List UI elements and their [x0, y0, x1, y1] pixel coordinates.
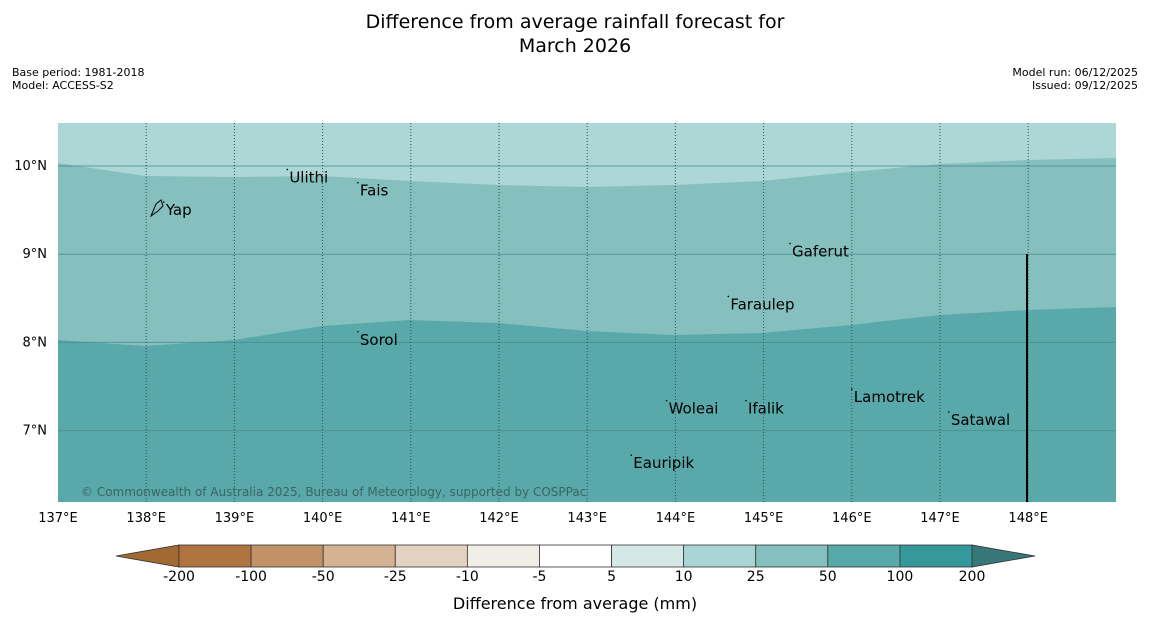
island-dot	[948, 411, 950, 413]
colorbar-segment	[466, 544, 540, 568]
lon-tick-label: 140°E	[303, 511, 343, 526]
issued-text: Issued: 09/12/2025	[1031, 79, 1138, 92]
lon-tick-label: 139°E	[215, 511, 255, 526]
island-dot	[630, 454, 633, 457]
colorbar-segment	[899, 544, 973, 568]
colorbar-segment	[755, 544, 829, 568]
chart-title-line1: Difference from average rainfall forecas…	[365, 11, 785, 33]
base-period-text: Base period: 1981-2018	[12, 66, 145, 79]
colorbar-extend-high	[971, 544, 1036, 568]
colorbar-segment	[827, 544, 901, 568]
island-label: Lamotrek	[854, 388, 925, 406]
copyright-text: © Commonwealth of Australia 2025, Bureau…	[81, 485, 586, 499]
colorbar-segment	[178, 544, 252, 568]
lon-tick-label: 142°E	[479, 511, 519, 526]
island-label: Yap	[165, 201, 192, 219]
colorbar-segment	[611, 544, 685, 568]
lat-tick-label: 7°N	[23, 424, 48, 439]
model-run-text: Model run: 06/12/2025	[1012, 66, 1138, 79]
lon-tick-label: 148°E	[1008, 511, 1048, 526]
yap-island-shape	[149, 199, 164, 218]
colorbar-title: Difference from average (mm)	[452, 594, 698, 613]
model-text: Model: ACCESS-S2	[12, 79, 114, 92]
island-dot	[357, 330, 359, 333]
island-dot	[665, 399, 668, 402]
island-label: Gaferut	[792, 243, 849, 261]
island-label: Ulithi	[289, 168, 328, 186]
colorbar-tick-label: -50	[311, 569, 335, 585]
island-dot	[789, 242, 791, 245]
colorbar-tick-label: 200	[958, 569, 986, 585]
island-dot	[851, 388, 853, 390]
lon-tick-label: 144°E	[656, 511, 696, 526]
island-label: Woleai	[669, 400, 719, 418]
lon-tick-label: 147°E	[920, 511, 960, 526]
colorbar-tick-label: 5	[607, 569, 616, 585]
lon-tick-label: 138°E	[126, 511, 166, 526]
colorbar-tick-label: 25	[746, 569, 765, 585]
island-dot	[163, 201, 165, 203]
colorbar-segment	[683, 544, 757, 568]
island-label: Fais	[360, 182, 389, 200]
lon-tick-label: 146°E	[832, 511, 872, 526]
chart-title-line2: March 2026	[518, 35, 632, 57]
lat-tick-label: 9°N	[23, 247, 48, 262]
island-label: Sorol	[360, 331, 398, 349]
colorbar-tick-label: -100	[235, 569, 267, 585]
colorbar-segment	[539, 544, 612, 568]
lat-tick-label: 10°N	[14, 159, 47, 174]
island-dot	[745, 399, 747, 402]
colorbar-tick-label: 50	[818, 569, 837, 585]
island-dot	[286, 168, 289, 171]
colorbar-extend-low	[115, 544, 180, 568]
island-label: Ifalik	[748, 400, 784, 418]
colorbar-segment	[394, 544, 468, 568]
lat-tick-label: 8°N	[23, 335, 48, 350]
colorbar-tick-label: -25	[383, 569, 407, 585]
island-dot	[727, 295, 730, 298]
island-label: Eauripik	[633, 454, 694, 472]
island-label: Faraulep	[730, 295, 794, 313]
colorbar-tick-label: -5	[532, 569, 547, 585]
island-dot	[357, 181, 359, 184]
colorbar-segment	[322, 544, 396, 568]
lon-tick-label: 145°E	[744, 511, 784, 526]
colorbar-tick-label: 10	[674, 569, 693, 585]
colorbar-tick-label: -200	[163, 569, 195, 585]
colorbar-segment	[250, 544, 324, 568]
lon-tick-label: 141°E	[391, 511, 431, 526]
island-label: Satawal	[951, 411, 1010, 429]
colorbar-tick-label: -10	[455, 569, 479, 585]
lon-tick-label: 143°E	[567, 511, 607, 526]
colorbar-tick-label: 100	[886, 569, 914, 585]
lon-tick-label: 137°E	[38, 511, 78, 526]
